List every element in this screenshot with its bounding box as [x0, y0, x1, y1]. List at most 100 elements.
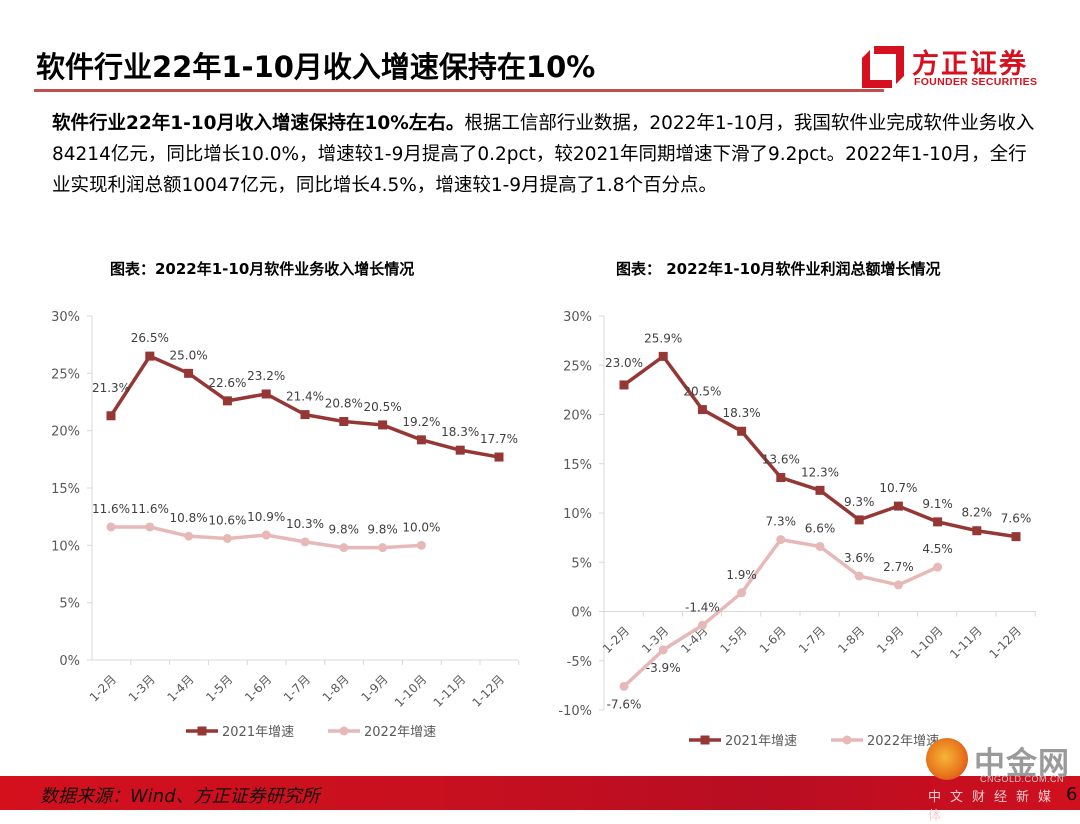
series-2022-marker — [933, 562, 943, 572]
series-2021-marker — [893, 501, 903, 511]
x-tick-label: 1-2月 — [600, 624, 632, 656]
revenue-growth-chart: 0%5%10%15%20%25%30%1-2月 1-3月 1-4月 1-5月 1-6月 1… — [51, 310, 520, 740]
watermark-url: CNGOLD.COM.CN — [980, 774, 1065, 784]
summary-lead: 软件行业22年1-10月收入增速保持在10%左右。 — [52, 113, 465, 134]
series-2021-marker — [455, 445, 465, 455]
x-tick-label: 1-7月 — [796, 624, 828, 656]
x-tick-label: 1-5月 — [717, 624, 749, 656]
legend-2022-marker — [339, 726, 349, 736]
data-label-2022: 2.7% — [883, 560, 914, 574]
data-label-2022: 7.3% — [766, 515, 797, 529]
y-tick-label: 25% — [51, 367, 80, 382]
y-tick-label: 0% — [59, 654, 80, 669]
series-2022-marker — [416, 540, 426, 550]
series-2021-marker — [261, 389, 271, 399]
data-label-2021: 25.9% — [644, 331, 682, 345]
data-label-2022: 10.6% — [208, 513, 246, 527]
data-label-2022: 11.6% — [92, 502, 130, 516]
series-2022-marker — [300, 537, 310, 547]
page-number: 6 — [1066, 784, 1078, 805]
summary-paragraph: 软件行业22年1-10月收入增速保持在10%左右。根据工信部行业数据，2022年… — [52, 108, 1042, 201]
series-2022-marker — [339, 543, 349, 553]
series-2021-marker — [416, 435, 426, 445]
x-tick-label: 1-11月 — [431, 672, 469, 710]
series-2021-marker — [339, 416, 349, 426]
data-label-2022: 1.9% — [726, 568, 757, 582]
series-2021-marker — [697, 405, 707, 415]
series-2021-marker — [815, 485, 825, 495]
x-tick-label: 1-10月 — [392, 672, 430, 710]
series-2022-marker — [222, 533, 232, 543]
data-label-2022: -3.9% — [646, 661, 681, 675]
x-tick-label: 1-12月 — [986, 624, 1024, 662]
x-tick-label: 1-12月 — [469, 672, 507, 710]
chart-title-revenue: 图表：2022年1-10月软件业务收入增长情况 — [110, 260, 415, 278]
y-tick-label: 30% — [51, 310, 80, 325]
data-label-2021: 7.6% — [1001, 512, 1032, 526]
summary-text: 根据工信部行业数据，2022年1-10月，我国软件业完成软件业务收入84214亿… — [52, 113, 1035, 196]
series-2021-marker — [106, 411, 116, 421]
y-tick-label: -5% — [567, 655, 592, 670]
data-label-2022: 3.6% — [844, 551, 875, 565]
y-tick-label: -10% — [558, 704, 592, 719]
series-2021-marker — [658, 351, 668, 361]
series-2022-marker — [658, 645, 668, 655]
series-2021-marker — [972, 526, 982, 536]
legend-2022-label: 2022年增速 — [364, 725, 436, 740]
logo-text-en: FOUNDER SECURITIES — [914, 76, 1038, 88]
chart-title-profit: 图表： 2022年1-10月软件业利润总额增长情况 — [616, 260, 941, 278]
series-2021-marker — [1011, 532, 1021, 542]
data-source: 数据来源：Wind、方正证券研究所 — [40, 786, 320, 807]
y-tick-label: 20% — [563, 409, 592, 424]
series-2022-marker — [619, 681, 629, 691]
y-tick-label: 20% — [51, 425, 80, 440]
data-label-2022: -7.6% — [607, 697, 642, 711]
series-2022-marker — [854, 571, 864, 581]
x-tick-label: 1-8月 — [835, 624, 867, 656]
data-label-2022: 10.0% — [402, 520, 440, 534]
y-tick-label: 25% — [563, 359, 592, 374]
series-2022-marker — [378, 543, 388, 553]
data-label-2021: 9.3% — [844, 495, 875, 509]
y-tick-label: 5% — [571, 556, 592, 571]
data-label-2022: 10.8% — [170, 511, 208, 525]
data-label-2021: 26.5% — [131, 331, 169, 345]
x-tick-label: 1-8月 — [320, 672, 352, 704]
series-2021-line — [109, 354, 500, 459]
data-label-2021: 13.6% — [762, 453, 800, 467]
watermark-logo-icon — [926, 738, 968, 780]
legend-2021-label: 2021年增速 — [222, 725, 294, 740]
series-2021-marker — [494, 452, 504, 462]
series-2021-marker — [300, 410, 310, 420]
series-2021-marker — [854, 515, 864, 525]
data-label-2021: 22.6% — [208, 376, 246, 390]
profit-growth-chart: -10%-5%0%5%10%15%20%25%30%1-2月 1-3月 1-4月 1-… — [558, 310, 1036, 749]
data-label-2021: 12.3% — [801, 465, 839, 479]
footer-bar: 数据来源：Wind、方正证券研究所 — [0, 776, 1080, 810]
legend-2021-label: 2021年增速 — [725, 734, 797, 749]
x-tick-label: 1-7月 — [281, 672, 313, 704]
series-2021-marker — [145, 351, 155, 361]
x-tick-label: 1-9月 — [358, 672, 390, 704]
founder-securities-logo: 方正证券 FOUNDER SECURITIES — [862, 42, 1052, 94]
data-label-2021: 19.2% — [402, 415, 440, 429]
series-2021-marker — [933, 517, 943, 527]
title-divider — [34, 89, 884, 92]
data-label-2022: 9.8% — [329, 523, 360, 537]
series-2022-marker — [737, 588, 747, 598]
x-tick-label: 1-3月 — [126, 672, 158, 704]
data-label-2022: -1.4% — [685, 600, 720, 614]
x-tick-label: 1-11月 — [947, 624, 985, 662]
y-tick-label: 15% — [51, 482, 80, 497]
data-label-2021: 23.2% — [247, 369, 285, 383]
data-label-2021: 20.5% — [364, 400, 402, 414]
data-label-2021: 21.3% — [92, 381, 130, 395]
x-tick-label: 1-6月 — [757, 624, 789, 656]
y-tick-label: 30% — [563, 310, 592, 325]
x-tick-label: 1-5月 — [203, 672, 235, 704]
series-2021-marker — [619, 380, 629, 390]
x-tick-label: 1-10月 — [908, 624, 946, 662]
series-2022-marker — [106, 522, 116, 532]
data-label-2022: 10.9% — [247, 510, 285, 524]
